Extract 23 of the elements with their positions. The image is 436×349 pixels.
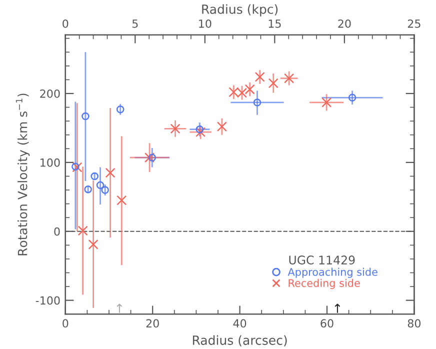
x-axis-title: Radius (arcsec) (192, 335, 287, 346)
annotation: ↑ (116, 304, 122, 313)
y-tick-label: 200 (40, 89, 60, 98)
x2-tick-label: 15 (268, 20, 281, 28)
y-tick-label: 100 (40, 158, 60, 167)
x2-tick-label: 10 (199, 19, 212, 28)
annotation: ↑ (334, 304, 340, 313)
x-tick-label: 40 (233, 319, 246, 328)
x2-tick-label: 20 (338, 19, 351, 28)
x-tick-label: 0 (62, 319, 68, 328)
x2-tick-label: 5 (132, 20, 138, 28)
y-tick-label: 0 (54, 227, 60, 236)
x-tick-label: 60 (320, 319, 334, 328)
y-tick-label: -100 (36, 296, 60, 305)
y-axis-title: Rotation Velocity (km s$^{−1}$) (16, 94, 30, 256)
legend-title: UGC 11429 (289, 256, 355, 264)
x-tick-label: 80 (408, 319, 421, 328)
legend-label: Approaching side (288, 268, 378, 278)
x2-tick-label: 25 (408, 19, 420, 28)
x2-axis-title: Radius (kpc) (202, 4, 278, 16)
x-tick-label: 20 (146, 319, 159, 328)
x2-tick-label: 0 (62, 19, 68, 28)
legend-label: Receding side (288, 278, 360, 290)
